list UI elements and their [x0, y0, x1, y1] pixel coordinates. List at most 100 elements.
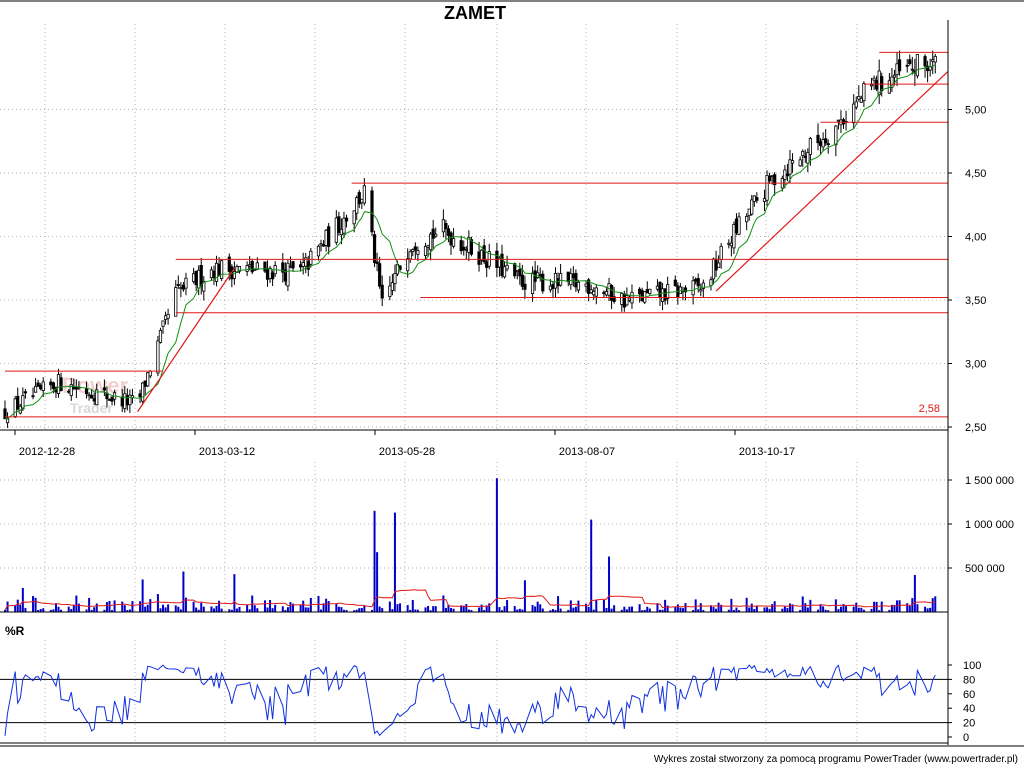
volume-bar	[890, 604, 893, 612]
volume-bar	[167, 604, 170, 612]
candle-body	[477, 251, 481, 265]
candle-body	[530, 272, 535, 295]
candle-body	[319, 243, 323, 246]
candle-body	[194, 270, 198, 286]
candle-body	[143, 380, 147, 387]
candle-body	[16, 395, 20, 410]
candle-body	[413, 246, 417, 251]
volume-bar	[246, 604, 249, 612]
price-y-tick-label: 4,00	[965, 232, 986, 244]
volume-bar	[852, 606, 855, 612]
volume-bar	[534, 606, 537, 612]
candle-body	[673, 279, 677, 286]
volume-bar	[470, 610, 473, 612]
volume-bar	[274, 604, 277, 612]
candle-body	[362, 185, 366, 204]
volume-bar	[641, 610, 644, 612]
volume-bar	[880, 601, 883, 612]
volume-bar	[554, 610, 557, 612]
candle-body	[732, 224, 736, 249]
price-panel: 2,50 3,00 3,50 4,00 4,50 5,00 2012-12-28 2013-0…	[0, 24, 986, 458]
candle-body	[622, 293, 626, 308]
volume-bar	[195, 607, 198, 612]
volume-bar	[24, 607, 27, 612]
candle-body	[765, 174, 769, 201]
candle-body	[604, 291, 609, 296]
volume-bar	[681, 608, 684, 612]
volume-bar	[54, 603, 57, 612]
volume-bar	[817, 609, 820, 612]
volume-bar	[447, 604, 450, 612]
candle-body	[513, 263, 517, 277]
volume-bar	[39, 609, 42, 612]
volume-bar	[220, 608, 223, 612]
candle-body	[571, 273, 575, 279]
volume-bar	[21, 588, 24, 612]
volume-bar	[732, 610, 735, 612]
candle-body	[826, 143, 830, 146]
volume-bar	[908, 605, 911, 612]
volume-bar	[916, 604, 919, 612]
x-tick-label: 2013-08-07	[559, 446, 615, 458]
volume-bar	[541, 608, 544, 612]
candle-body	[355, 197, 359, 214]
volume-bar	[577, 600, 580, 612]
candle-body	[271, 272, 275, 280]
volume-bar	[72, 604, 75, 612]
volume-bar	[806, 607, 809, 612]
chart-title: ZAMET	[444, 3, 506, 23]
candle-body	[217, 263, 221, 276]
candle-body	[156, 340, 160, 374]
volume-bar	[399, 603, 402, 612]
volume-average-line	[4, 589, 936, 611]
volume-bar	[518, 608, 521, 612]
candle-body	[711, 258, 716, 280]
price-y-tick-label: 5,00	[965, 105, 986, 117]
candle-body	[717, 262, 721, 268]
volume-bar	[498, 607, 501, 612]
volume-bar	[753, 609, 756, 612]
candle-body	[158, 330, 163, 343]
volume-bar	[95, 603, 98, 612]
volume-bar	[363, 605, 366, 612]
volume-bar	[304, 607, 307, 612]
candle-body	[627, 297, 632, 301]
volume-bar	[16, 599, 19, 612]
volume-bar	[37, 610, 40, 612]
candle-body	[202, 280, 206, 292]
volume-bar	[111, 610, 114, 612]
volume-bar	[210, 606, 213, 612]
candle-body	[92, 398, 96, 402]
candle-body	[370, 190, 374, 233]
candle-body	[699, 289, 703, 292]
candle-body	[897, 59, 902, 72]
volume-bar	[289, 602, 292, 612]
candle-body	[321, 244, 326, 247]
candle-body	[505, 264, 509, 270]
volume-bar	[376, 552, 379, 612]
volume-bar	[659, 609, 662, 612]
volume-bar	[215, 605, 218, 612]
volume-bar	[712, 607, 715, 612]
candle-body	[576, 281, 581, 291]
candle-body	[237, 266, 242, 272]
candle-body	[798, 159, 802, 167]
volume-bar	[478, 607, 481, 612]
candle-body	[638, 288, 642, 295]
volume-bar	[263, 600, 266, 612]
candle-body	[161, 320, 165, 327]
volume-bar	[228, 609, 231, 612]
candle-body	[253, 269, 257, 271]
volume-bar	[878, 610, 881, 612]
volume-bar	[284, 610, 287, 612]
volume-bar	[4, 609, 6, 612]
volume-bar	[139, 601, 142, 612]
volume-bar	[299, 604, 302, 612]
candle-body	[895, 63, 899, 75]
volume-bar	[388, 601, 391, 612]
candle-body	[174, 287, 178, 317]
candle-body	[818, 141, 823, 146]
candle-body	[683, 287, 688, 293]
volume-bar	[692, 610, 695, 612]
volume-bar	[52, 609, 55, 612]
